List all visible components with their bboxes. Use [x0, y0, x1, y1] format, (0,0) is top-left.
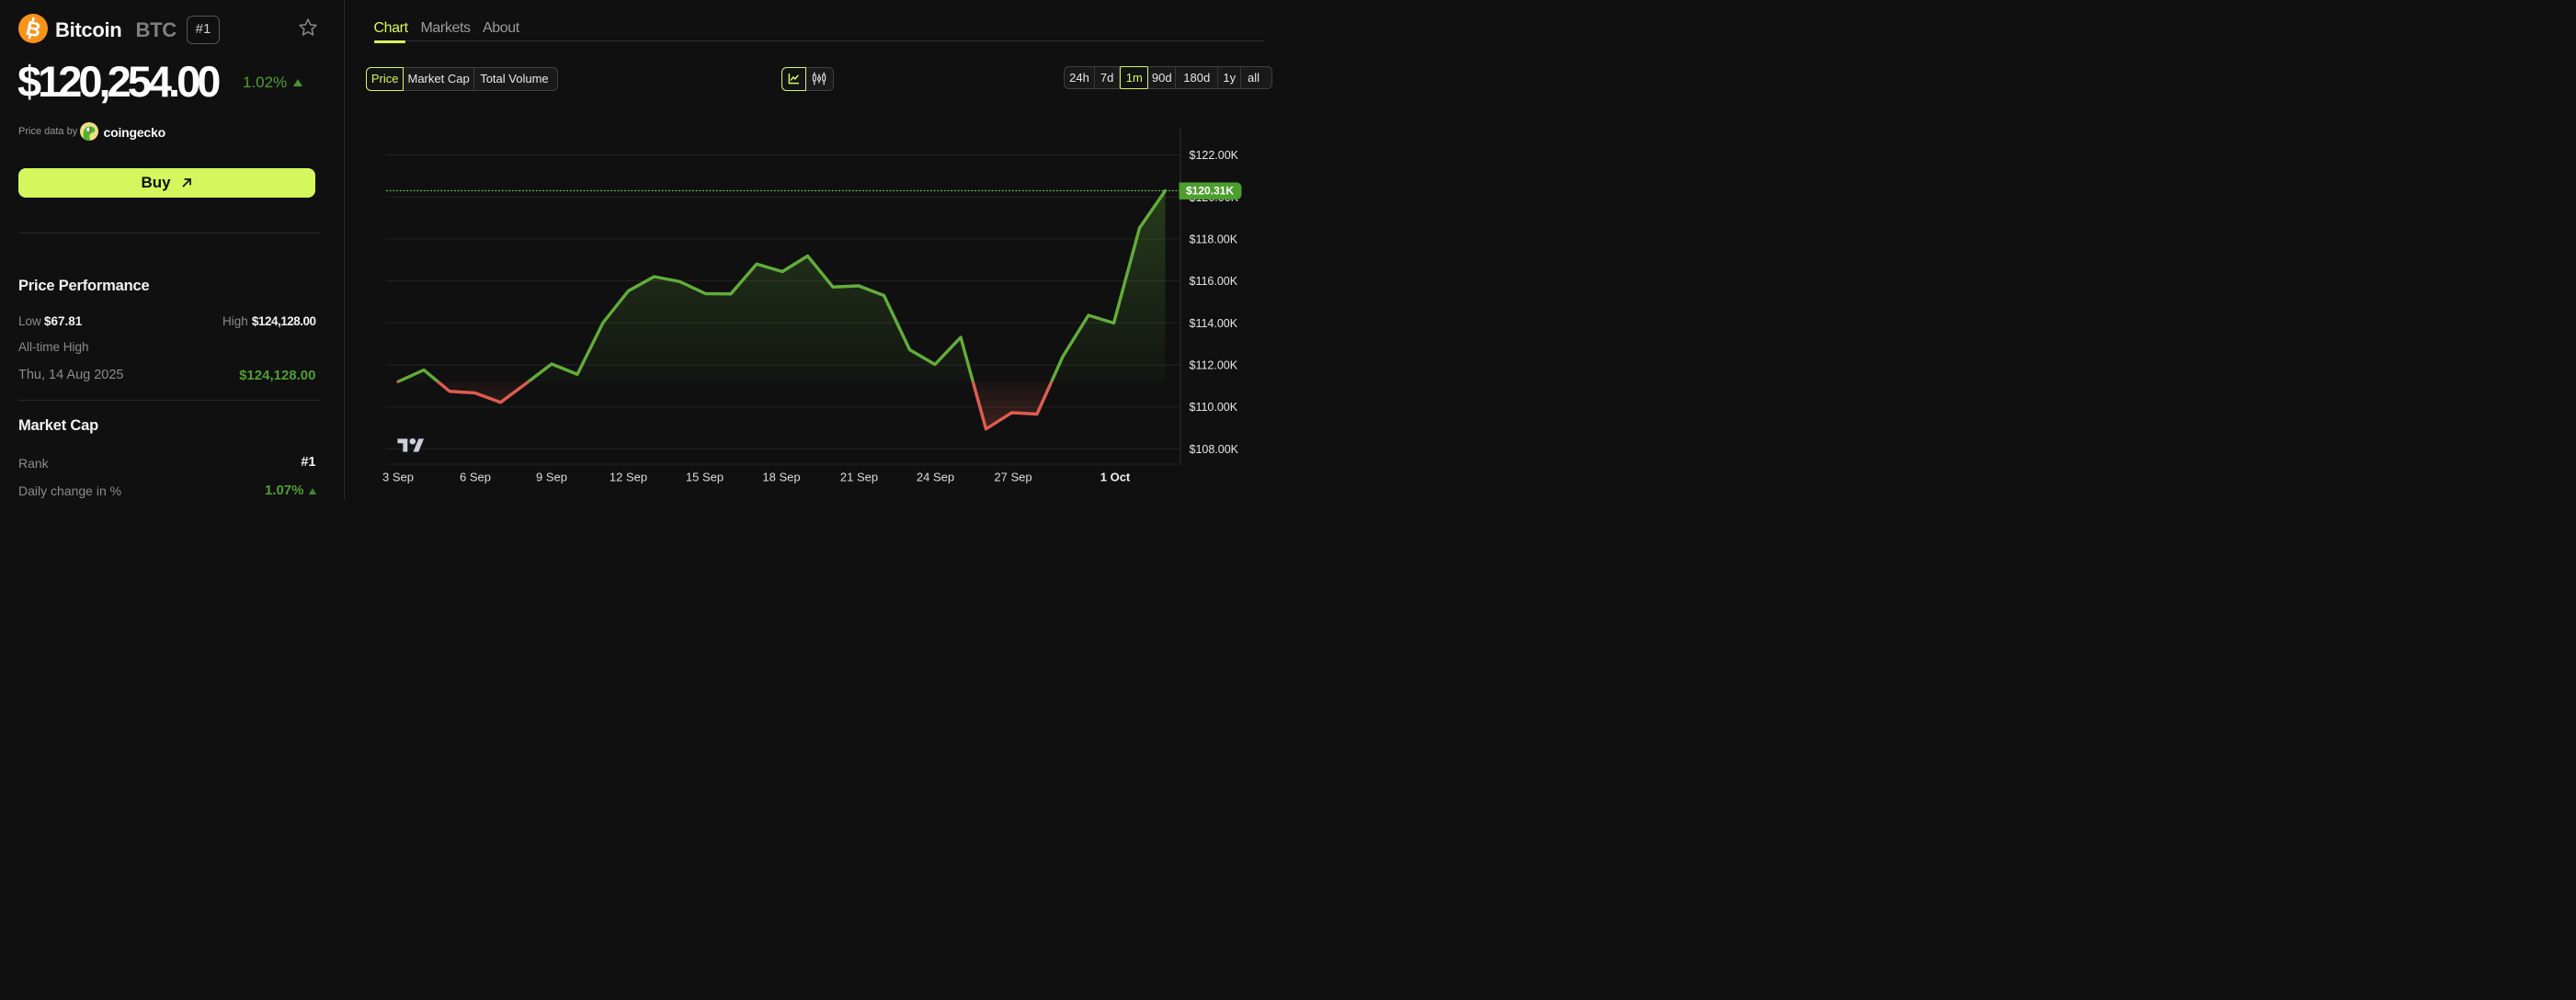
svg-text:21 Sep: 21 Sep	[840, 471, 878, 484]
svg-text:18 Sep: 18 Sep	[762, 471, 800, 484]
svg-text:24 Sep: 24 Sep	[917, 471, 954, 484]
svg-text:3 Sep: 3 Sep	[382, 471, 414, 484]
svg-text:$120.31K: $120.31K	[1186, 185, 1234, 198]
svg-text:$108.00K: $108.00K	[1190, 443, 1239, 456]
svg-text:15 Sep: 15 Sep	[686, 471, 724, 484]
svg-text:$110.00K: $110.00K	[1190, 401, 1238, 414]
svg-text:$112.00K: $112.00K	[1190, 359, 1238, 372]
svg-text:$122.00K: $122.00K	[1190, 149, 1239, 162]
svg-text:12 Sep: 12 Sep	[610, 471, 647, 484]
svg-text:$114.00K: $114.00K	[1190, 317, 1238, 330]
svg-text:$116.00K: $116.00K	[1190, 275, 1238, 288]
svg-text:9 Sep: 9 Sep	[536, 471, 567, 484]
svg-text:1 Oct: 1 Oct	[1100, 471, 1131, 484]
svg-text:B: B	[24, 16, 43, 41]
svg-text:$118.00K: $118.00K	[1190, 233, 1238, 245]
svg-text:27 Sep: 27 Sep	[994, 471, 1032, 484]
svg-text:6 Sep: 6 Sep	[460, 471, 491, 484]
